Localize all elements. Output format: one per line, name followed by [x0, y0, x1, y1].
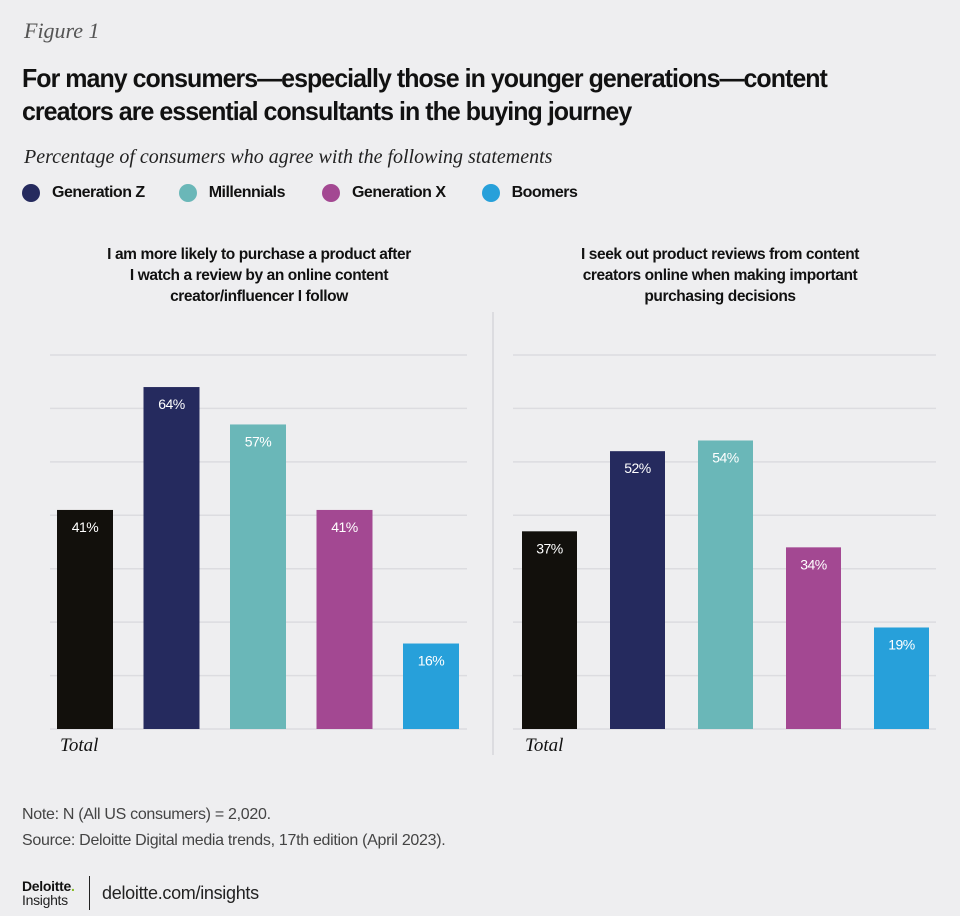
panel-title-line: creator/influencer I follow — [170, 288, 348, 305]
legend-swatch-icon — [481, 184, 500, 202]
bar-millennials — [698, 440, 753, 729]
bar-total — [57, 509, 113, 729]
data-label: 19% — [888, 636, 915, 652]
x-axis-label-total: Total — [525, 735, 563, 756]
data-label: 64% — [158, 396, 185, 412]
footer-separator — [88, 876, 91, 910]
bar-boomers — [874, 627, 929, 729]
data-label: 16% — [418, 653, 445, 669]
data-label: 34% — [800, 556, 827, 572]
deloitte-insights-logo: Deloitte. Insights — [22, 879, 75, 907]
bar-millennials — [230, 424, 286, 729]
legend-label: Millennials — [208, 184, 286, 201]
bar-generation-x — [786, 547, 841, 729]
chart-title: For many consumers—especially those in y… — [22, 63, 828, 126]
data-label: 57% — [245, 433, 272, 449]
data-label: 54% — [712, 449, 739, 465]
footer-link[interactable]: deloitte.com/insights — [102, 882, 259, 903]
panel-title-line: I am more likely to purchase a product a… — [107, 246, 411, 263]
panel-divider — [492, 312, 494, 755]
note-text: Note: N (All US consumers) = 2,020. — [22, 806, 271, 823]
legend-item-generation-x: Generation X — [321, 184, 446, 202]
data-label: 41% — [331, 519, 358, 535]
legend: Generation Z Millennials Generation X Bo… — [22, 184, 607, 202]
notes: Note: N (All US consumers) = 2,020. Sour… — [22, 802, 446, 854]
x-axis-label-total: Total — [60, 735, 98, 756]
legend-swatch-icon — [22, 184, 40, 202]
panel-title-left: I am more likely to purchase a product a… — [40, 244, 478, 307]
logo-subtitle: Insights — [22, 892, 68, 908]
data-label: 41% — [72, 519, 99, 535]
legend-label: Generation X — [351, 184, 446, 201]
legend-item-generation-z: Generation Z — [22, 184, 145, 202]
bar-generation-x — [316, 509, 373, 729]
panel-title-line: purchasing decisions — [644, 288, 796, 305]
logo-green-dot-icon: . — [70, 878, 75, 894]
data-label: 37% — [536, 540, 563, 556]
figure-label: Figure 1 — [24, 18, 100, 43]
panel-title-line: I watch a review by an online content — [129, 267, 389, 284]
legend-swatch-icon — [321, 184, 340, 202]
legend-swatch-icon — [178, 184, 197, 202]
legend-label: Generation Z — [52, 184, 145, 201]
bar-generation-z — [610, 451, 665, 729]
data-label: 52% — [624, 460, 651, 476]
logo-wordmark: Deloitte — [22, 878, 71, 894]
panel-title-right: I seek out product reviews from content … — [500, 244, 940, 307]
panel-title-line: I seek out product reviews from content — [580, 246, 860, 263]
legend-item-boomers: Boomers — [481, 184, 578, 202]
chart-subtitle: Percentage of consumers who agree with t… — [24, 146, 553, 168]
legend-item-millennials: Millennials — [178, 184, 286, 202]
bar-boomers — [403, 643, 459, 729]
legend-label: Boomers — [511, 184, 578, 201]
panel-title-line: creators online when making important — [582, 267, 858, 284]
bar-generation-z — [143, 387, 200, 729]
footer: Deloitte. Insights deloitte.com/insights — [22, 876, 259, 910]
source-text: Source: Deloitte Digital media trends, 1… — [22, 832, 446, 849]
bar-total — [522, 531, 577, 729]
